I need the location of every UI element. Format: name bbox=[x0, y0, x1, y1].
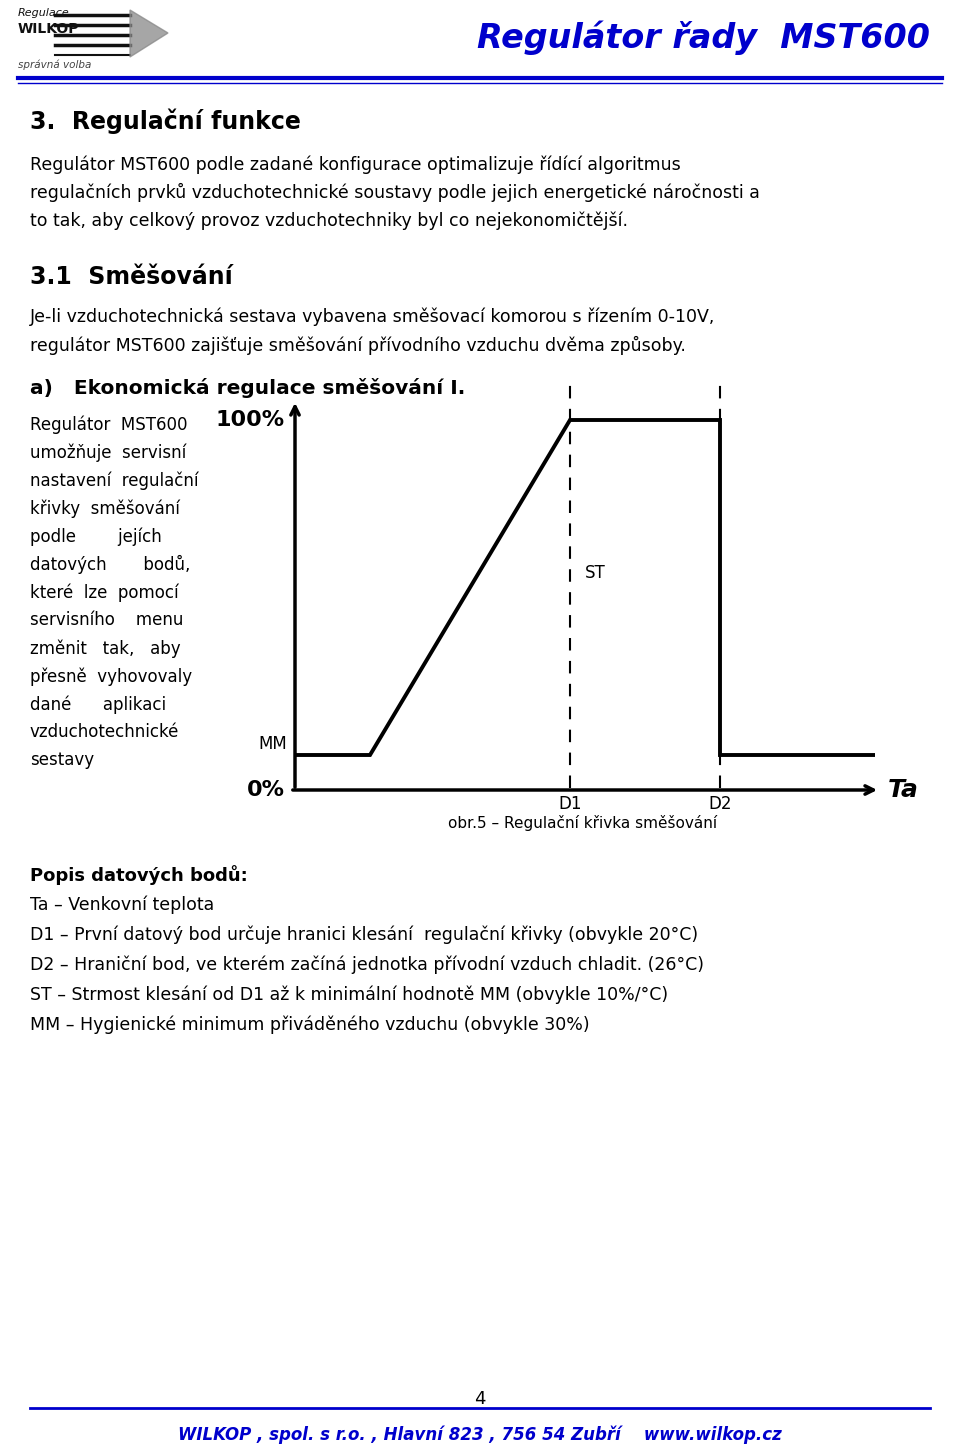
Text: 3.1  Směšování: 3.1 Směšování bbox=[30, 264, 232, 289]
Text: vzduchotechnické: vzduchotechnické bbox=[30, 724, 180, 741]
Text: D1: D1 bbox=[559, 795, 582, 814]
Text: obr.5 – Regulační křivka směšování: obr.5 – Regulační křivka směšování bbox=[448, 815, 717, 831]
Text: servisního    menu: servisního menu bbox=[30, 612, 183, 629]
Text: to tak, aby celkový provoz vzduchotechniky byl co nejekonomičtější.: to tak, aby celkový provoz vzduchotechni… bbox=[30, 211, 628, 230]
Text: sestavy: sestavy bbox=[30, 751, 94, 769]
Text: ST: ST bbox=[585, 564, 606, 581]
Text: dané      aplikaci: dané aplikaci bbox=[30, 695, 166, 713]
Text: Ta: Ta bbox=[888, 777, 919, 802]
Text: Popis datových bodů:: Popis datových bodů: bbox=[30, 865, 248, 885]
Text: nastavení  regulační: nastavení regulační bbox=[30, 471, 199, 490]
Text: 4: 4 bbox=[474, 1391, 486, 1408]
Text: 100%: 100% bbox=[216, 410, 285, 430]
Text: D1 – První datový bod určuje hranici klesání  regulační křivky (obvykle 20°C): D1 – První datový bod určuje hranici kle… bbox=[30, 926, 698, 943]
Text: umožňuje  servisní: umožňuje servisní bbox=[30, 443, 186, 462]
Text: které  lze  pomocí: které lze pomocí bbox=[30, 583, 179, 602]
Text: změnit   tak,   aby: změnit tak, aby bbox=[30, 639, 180, 658]
Text: přesně  vyhovovaly: přesně vyhovovaly bbox=[30, 667, 192, 686]
Text: Ta – Venkovní teplota: Ta – Venkovní teplota bbox=[30, 895, 214, 914]
Text: WILKOP , spol. s r.o. , Hlavní 823 , 756 54 Zubří    www.wilkop.cz: WILKOP , spol. s r.o. , Hlavní 823 , 756… bbox=[179, 1425, 781, 1443]
Text: a)   Ekonomická regulace směšování I.: a) Ekonomická regulace směšování I. bbox=[30, 378, 466, 398]
Text: 0%: 0% bbox=[247, 780, 285, 801]
Text: Regulátor řady  MST600: Regulátor řady MST600 bbox=[477, 20, 930, 55]
Polygon shape bbox=[130, 10, 168, 57]
Text: Regulátor MST600 podle zadané konfigurace optimalizuje řídící algoritmus: Regulátor MST600 podle zadané konfigurac… bbox=[30, 155, 681, 173]
Text: Regulace: Regulace bbox=[18, 9, 70, 17]
Text: regulačních prvků vzduchotechnické soustavy podle jejich energetické náročnosti : regulačních prvků vzduchotechnické soust… bbox=[30, 183, 760, 202]
Text: Je-li vzduchotechnická sestava vybavena směšovací komorou s řízením 0-10V,: Je-li vzduchotechnická sestava vybavena … bbox=[30, 308, 715, 327]
Text: správná volba: správná volba bbox=[18, 60, 91, 71]
Text: WILKOP: WILKOP bbox=[18, 22, 80, 36]
Text: ST – Strmost klesání od D1 až k minimální hodnotě MM (obvykle 10%/°C): ST – Strmost klesání od D1 až k minimáln… bbox=[30, 985, 668, 1004]
Text: D2 – Hraniční bod, ve kterém začíná jednotka přívodní vzduch chladit. (26°C): D2 – Hraniční bod, ve kterém začíná jedn… bbox=[30, 955, 704, 974]
Text: datových       bodů,: datových bodů, bbox=[30, 555, 190, 574]
Text: křivky  směšování: křivky směšování bbox=[30, 498, 180, 517]
Text: MM – Hygienické minimum přiváděného vzduchu (obvykle 30%): MM – Hygienické minimum přiváděného vzdu… bbox=[30, 1016, 589, 1033]
Text: MM: MM bbox=[258, 735, 287, 753]
Text: Regulátor  MST600: Regulátor MST600 bbox=[30, 416, 187, 433]
Text: 3.  Regulační funkce: 3. Regulační funkce bbox=[30, 108, 300, 134]
Text: regulátor MST600 zajišťuje směšování přívodního vzduchu dvěma způsoby.: regulátor MST600 zajišťuje směšování pří… bbox=[30, 336, 685, 355]
Text: podle        jejích: podle jejích bbox=[30, 527, 161, 545]
Text: D2: D2 bbox=[708, 795, 732, 814]
